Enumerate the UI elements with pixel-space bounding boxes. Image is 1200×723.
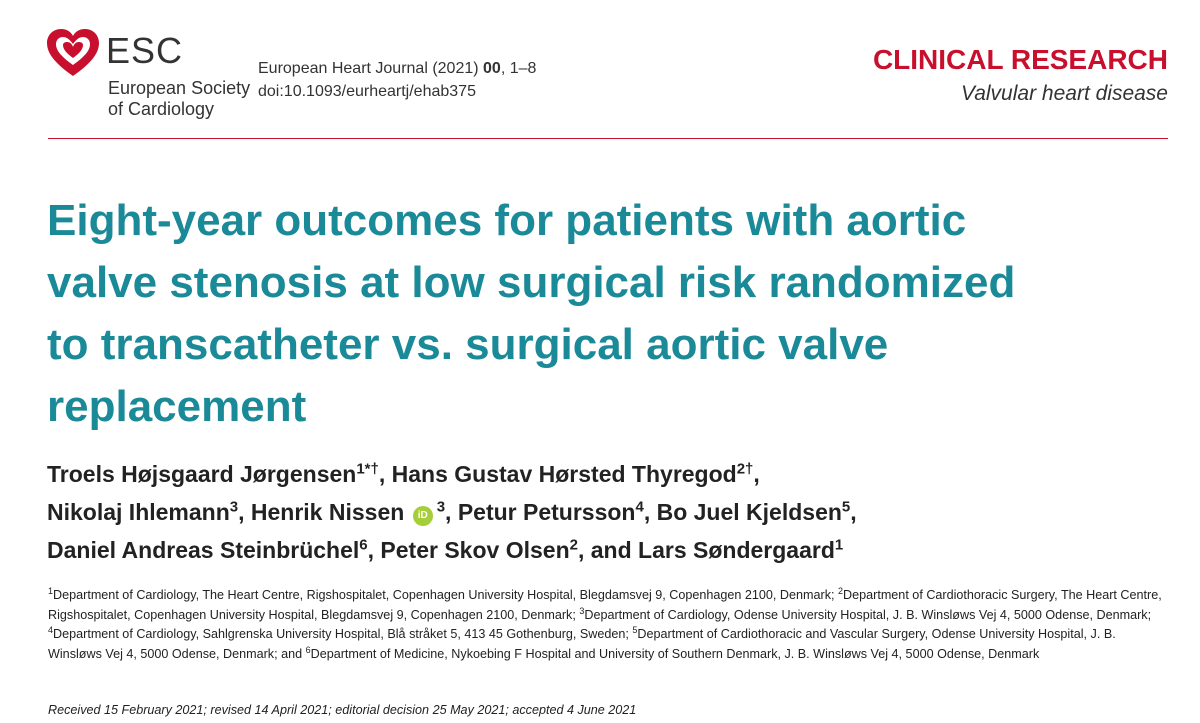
author-list: Troels Højsgaard Jørgensen1*†, Hans Gust… [47, 455, 857, 569]
section-label: CLINICAL RESEARCH [872, 44, 1168, 75]
author-affiliation-mark: 6 [359, 536, 368, 554]
title-line: replacement [47, 382, 307, 431]
affiliation-text: Department of Cardiology, Sahlgrenska Un… [53, 627, 633, 641]
title-line: to transcatheter vs. surgical aortic val… [47, 320, 889, 369]
author-separator: , [643, 499, 657, 525]
journal-citation: European Heart Journal (2021) 00, 1–8 [258, 60, 536, 78]
affiliation-number: 5 [632, 624, 638, 635]
author-separator: , [850, 499, 857, 525]
affiliation-text: Department of Cardiology, Odense Univers… [584, 607, 1152, 622]
article-title: Eight-year outcomes for patients with ao… [47, 190, 1015, 438]
doi: doi:10.1093/eurheartj/ehab375 [258, 83, 476, 100]
journal-name: European Heart Journal (2021) [258, 60, 479, 77]
affiliation-text: Department of Cardiothoracic and Vascula… [48, 627, 1116, 661]
author-separator: , [753, 461, 760, 487]
article-dates: Received 15 February 2021; revised 14 Ap… [48, 703, 637, 717]
author-affiliation-mark: 4 [635, 498, 644, 516]
affiliation-text: Department of Medicine, Nykoebing F Hosp… [310, 646, 1040, 661]
affiliation-text: Department of Cardiology, The Heart Cent… [53, 588, 838, 602]
title-line: Eight-year outcomes for patients with ao… [47, 196, 967, 245]
author-name: Peter Skov Olsen [380, 537, 570, 563]
author-affiliation-mark: 2† [736, 460, 754, 478]
author-separator: , [445, 499, 458, 525]
journal-pages: , 1–8 [500, 60, 537, 77]
author-line: Daniel Andreas Steinbrüchel6, Peter Skov… [47, 531, 857, 569]
affiliation-number: 2 [838, 585, 844, 596]
author-affiliation-mark: 1*† [356, 460, 379, 478]
affiliation-number: 1 [48, 585, 54, 596]
affiliation-number: 4 [48, 624, 54, 635]
author-name: Bo Juel Kjeldsen [656, 499, 842, 525]
affiliations: 1Department of Cardiology, The Heart Cen… [48, 586, 1173, 664]
author-name: Daniel Andreas Steinbrüchel [47, 537, 360, 563]
author-affiliation-mark: 3 [436, 498, 446, 516]
logo-abbr: ESC [106, 30, 184, 71]
author-line: Troels Højsgaard Jørgensen1*†, Hans Gust… [47, 455, 857, 493]
author-name: Lars Søndergaard [638, 537, 835, 563]
author-separator: , [367, 537, 381, 563]
esc-logo [47, 29, 99, 76]
affiliation-text: Department of Cardiothoracic Surgery, Th… [48, 588, 1162, 622]
subsection-label: Valvular heart disease [960, 82, 1168, 105]
author-name: Henrik Nissen [250, 499, 405, 525]
journal-volume: 00 [483, 60, 501, 77]
author-name: Nikolaj Ihlemann [47, 499, 230, 525]
logo-text: of Cardiology [108, 99, 215, 119]
header-rule [48, 138, 1168, 139]
author-line: Nikolaj Ihlemann3, Henrik Nissen iD3, Pe… [47, 493, 857, 531]
author-affiliation-mark: 2 [569, 536, 578, 554]
affiliation-number: 6 [305, 644, 311, 655]
orcid-icon: iD [412, 506, 433, 526]
author-affiliation-mark: 1 [834, 536, 844, 554]
author-name: Hans Gustav Hørsted Thyregod [391, 461, 737, 487]
author-separator: , [378, 461, 392, 487]
author-affiliation-mark: 3 [229, 498, 239, 516]
author-separator: , [238, 499, 251, 525]
author-name: Petur Petursson [457, 499, 636, 525]
title-line: valve stenosis at low surgical risk rand… [47, 258, 1016, 307]
affiliation-number: 3 [579, 605, 585, 616]
logo-text: European Society [108, 78, 251, 98]
author-name: Troels Højsgaard Jørgensen [47, 461, 357, 487]
author-affiliation-mark: 5 [841, 498, 851, 516]
author-separator: , and [577, 537, 639, 563]
